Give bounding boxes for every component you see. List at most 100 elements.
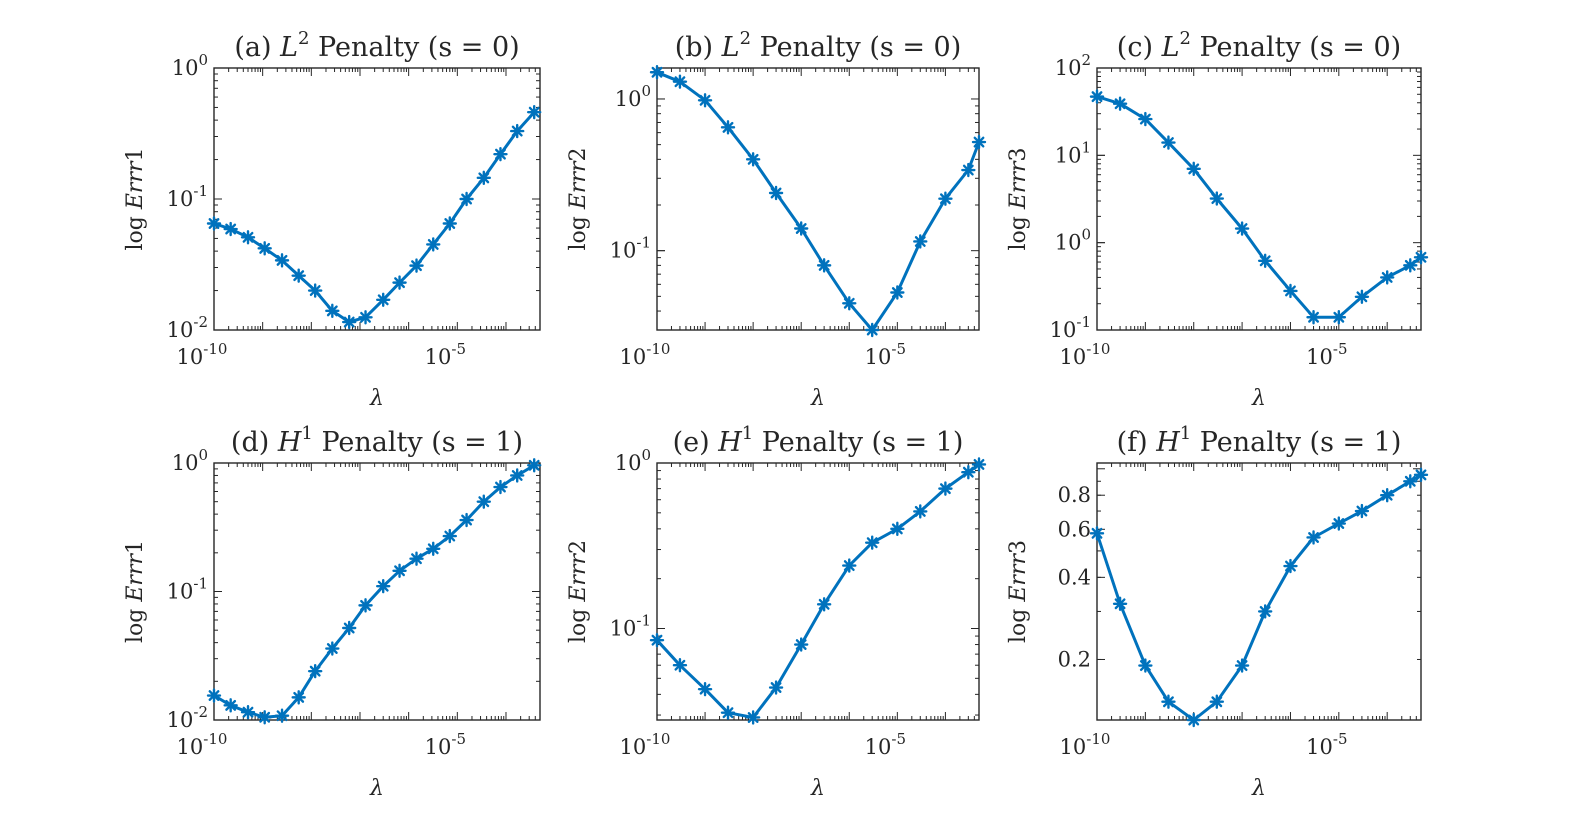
data-point — [358, 598, 373, 613]
minor-ticks — [1096, 67, 1422, 331]
data-point-stroke — [1356, 291, 1368, 303]
data-point-stroke — [326, 643, 338, 654]
data-point — [890, 521, 905, 537]
chart-title: (c) L2 Penalty (s = 0) — [1117, 28, 1401, 63]
data-point-stroke — [1236, 223, 1248, 235]
chart-title: (d) H1 Penalty (s = 1) — [231, 423, 523, 458]
data-point-stroke — [1114, 98, 1126, 110]
chart-panel-a: 10-2 10-1 100 10-10 10-5 λ log Errr1 (a) L2 Pen… — [123, 28, 542, 411]
data-point — [794, 637, 809, 652]
data-point-stroke — [242, 231, 254, 243]
chart-panel-c: 10-1 100 101 102 10-10 10-5 λ log Errr3 (c) L2 P… — [1006, 28, 1429, 411]
x-tick-label: 10-5 — [425, 340, 466, 369]
data-point — [1283, 283, 1298, 299]
data-point-stroke — [326, 305, 338, 317]
axes-box — [656, 462, 980, 721]
data-point — [961, 162, 976, 178]
data-point — [459, 191, 474, 207]
data-point — [1331, 516, 1347, 531]
data-point-stroke — [309, 665, 321, 677]
data-point-stroke — [394, 565, 405, 577]
data-point-stroke — [939, 193, 951, 205]
data-point — [274, 253, 290, 268]
data-point — [697, 681, 713, 697]
data-point — [1331, 310, 1347, 325]
data-point-stroke — [511, 470, 523, 481]
x-tick-label: 10-10 — [1060, 730, 1111, 759]
data-point-stroke — [962, 466, 974, 478]
data-point — [1403, 474, 1418, 489]
data-point — [1379, 270, 1395, 285]
data-point — [409, 551, 424, 566]
chart-panel-f: 0.2 0.4 0.6 0.8 10-10 10-5 λ log Errr3 (f) H1 Pe… — [1006, 423, 1429, 801]
y-axis-label: log Errr1 — [123, 540, 148, 643]
y-tick-label: 10-2 — [167, 313, 208, 342]
data-point-stroke — [343, 316, 355, 328]
data-point-stroke — [866, 537, 878, 549]
data-point-stroke — [1285, 560, 1296, 572]
chart-title: (e) H1 Penalty (s = 1) — [673, 423, 964, 458]
data-point — [890, 285, 905, 300]
y-tick-label: 10-1 — [1050, 313, 1091, 342]
data-point-stroke — [242, 706, 254, 718]
data-point-stroke — [461, 193, 473, 205]
minor-ticks — [213, 67, 541, 331]
data-point — [745, 710, 761, 725]
data-point — [720, 120, 736, 135]
chart-title: (f) H1 Penalty (s = 1) — [1117, 423, 1402, 458]
data-point-stroke — [377, 294, 389, 306]
series-line — [656, 70, 981, 332]
y-tick-label: 0.6 — [1058, 517, 1091, 541]
data-point — [509, 123, 525, 139]
data-point-stroke — [259, 242, 271, 254]
data-point — [938, 191, 953, 206]
data-point-stroke — [722, 121, 734, 133]
data-point — [493, 146, 508, 162]
data-point-stroke — [1211, 696, 1223, 708]
data-point-stroke — [1285, 285, 1296, 297]
data-point — [1161, 694, 1176, 709]
data-point-stroke — [891, 523, 903, 535]
data-point-stroke — [208, 218, 220, 229]
x-tick-label: 10-5 — [865, 730, 906, 759]
data-point-stroke — [1162, 137, 1174, 149]
data-point-stroke — [747, 153, 759, 165]
data-point-stroke — [674, 659, 686, 671]
data-point-stroke — [1236, 660, 1248, 671]
data-point-stroke — [225, 699, 237, 711]
data-point-stroke — [1415, 251, 1427, 263]
data-point — [325, 641, 340, 656]
data-point — [1354, 289, 1370, 304]
data-point — [1186, 161, 1201, 177]
data-point — [649, 65, 665, 80]
y-tick-label: 0.8 — [1058, 483, 1091, 507]
data-point-stroke — [674, 76, 686, 88]
data-point — [240, 230, 256, 245]
data-point — [307, 663, 323, 679]
data-point-stroke — [1381, 489, 1393, 501]
data-point-stroke — [1188, 163, 1200, 175]
chart-panel-e: 10-1 100 10-10 10-5 λ log Errr2 (e) H1 Penalty… — [566, 423, 987, 801]
data-point — [1089, 526, 1105, 541]
data-point-stroke — [973, 459, 985, 470]
data-point-stroke — [411, 553, 422, 565]
data-point-stroke — [843, 297, 855, 309]
data-point-stroke — [699, 683, 711, 695]
y-axis-label: log Errr3 — [1006, 148, 1031, 251]
data-point-stroke — [973, 136, 985, 148]
y-tick-label: 100 — [615, 82, 651, 111]
data-point — [1413, 467, 1429, 483]
data-point — [223, 221, 238, 237]
y-tick-label: 101 — [1055, 138, 1091, 167]
data-point-stroke — [770, 682, 782, 693]
data-point — [392, 563, 407, 578]
y-tick-label: 102 — [1055, 51, 1091, 80]
x-axis-label: λ — [810, 386, 825, 411]
data-point — [697, 93, 713, 108]
data-point-stroke — [795, 639, 807, 650]
data-point-stroke — [651, 634, 663, 646]
data-point — [842, 558, 857, 573]
data-point-stroke — [818, 259, 830, 271]
data-point — [1234, 221, 1250, 236]
y-axis-label: log Errr2 — [566, 148, 591, 251]
